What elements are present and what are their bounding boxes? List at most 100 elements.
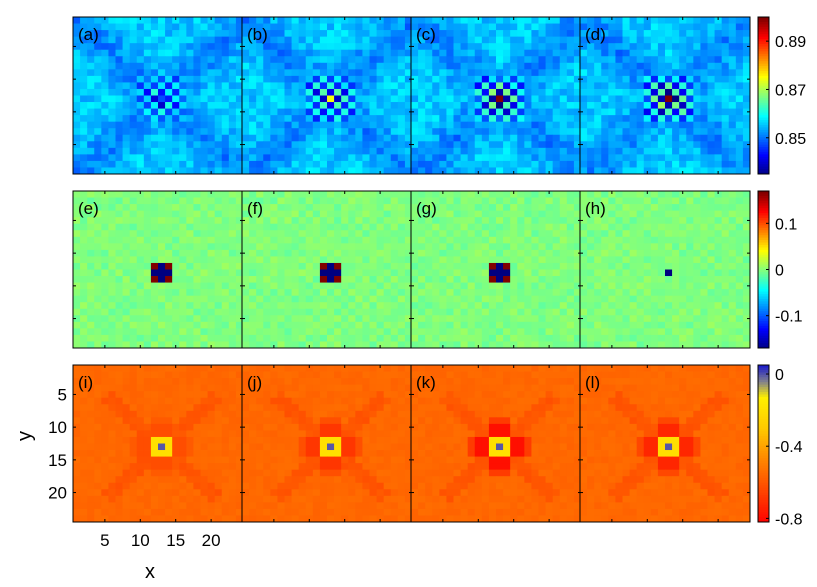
heatmap-cell: [362, 328, 370, 336]
heatmap-cell: [87, 404, 95, 412]
heatmap-cell: [136, 30, 145, 38]
heatmap-cell: [524, 243, 532, 251]
heatmap-cell: [601, 115, 609, 123]
panel-label: (b): [247, 25, 268, 44]
heatmap-cell: [334, 56, 342, 64]
heatmap-cell: [327, 223, 335, 231]
heatmap-cell: [284, 223, 292, 231]
heatmap-cell: [488, 36, 497, 44]
heatmap-cell: [214, 154, 223, 162]
heatmap-cell: [122, 423, 131, 431]
heatmap-cell: [193, 30, 201, 38]
heatmap-cell: [474, 341, 483, 349]
heatmap-cell: [693, 160, 701, 168]
heatmap-cell: [439, 49, 447, 57]
heatmap-cell: [298, 191, 307, 198]
heatmap-cell: [312, 302, 321, 310]
heatmap-cell: [291, 160, 300, 168]
heatmap-cell: [707, 128, 715, 136]
heatmap-cell: [115, 410, 123, 418]
heatmap-cell: [629, 154, 638, 162]
heatmap-cell: [284, 167, 292, 175]
heatmap-cell: [728, 302, 737, 310]
heatmap-cell: [101, 282, 109, 290]
heatmap-cell: [453, 141, 461, 149]
heatmap-cell: [263, 88, 271, 96]
heatmap-cell: [172, 95, 180, 103]
heatmap-cell: [200, 404, 208, 412]
heatmap-cell: [467, 69, 476, 77]
heatmap-cell: [538, 75, 546, 83]
heatmap-cell: [327, 56, 335, 64]
heatmap-cell: [165, 167, 173, 175]
heatmap-cell: [573, 108, 582, 116]
heatmap-cell: [80, 17, 88, 24]
heatmap-cell: [636, 236, 645, 244]
heatmap-cell: [531, 75, 539, 83]
heatmap-cell: [186, 88, 194, 96]
heatmap-cell: [150, 223, 159, 231]
heatmap-cell: [242, 75, 250, 83]
heatmap-cell: [186, 62, 194, 70]
heatmap-cell: [503, 69, 511, 77]
heatmap-cell: [650, 23, 659, 31]
heatmap-cell: [242, 328, 250, 336]
heatmap-cell: [376, 321, 385, 329]
heatmap-cell: [531, 289, 539, 297]
heatmap-cell: [312, 321, 321, 329]
heatmap-cell: [474, 334, 483, 342]
heatmap-panel: (f): [241, 190, 413, 349]
heatmap-cell: [150, 423, 159, 431]
heatmap-cell: [545, 115, 554, 123]
heatmap-cell: [305, 147, 314, 155]
heatmap-cell: [742, 17, 751, 24]
heatmap-cell: [136, 204, 145, 212]
heatmap-cell: [707, 282, 715, 290]
heatmap-cell: [73, 49, 81, 57]
heatmap-cell: [418, 62, 426, 70]
heatmap-cell: [728, 341, 737, 349]
heatmap-cell: [172, 397, 180, 405]
heatmap-cell: [559, 108, 568, 116]
heatmap-cell: [657, 321, 666, 329]
heatmap-cell: [263, 256, 271, 264]
heatmap-cell: [115, 308, 123, 316]
heatmap-cell: [686, 121, 694, 129]
heatmap-cell: [615, 341, 623, 349]
heatmap-cell: [545, 328, 554, 336]
heatmap-cell: [235, 154, 244, 162]
heatmap-cell: [129, 236, 138, 244]
heatmap-cell: [228, 256, 237, 264]
heatmap-cell: [488, 102, 497, 109]
heatmap-cell: [186, 269, 194, 277]
heatmap-cell: [376, 30, 385, 38]
heatmap-cell: [108, 154, 116, 162]
heatmap-cell: [179, 321, 187, 329]
heatmap-cell: [179, 236, 187, 244]
heatmap-cell: [629, 302, 638, 310]
heatmap-cell: [207, 75, 216, 83]
heatmap-cell: [615, 204, 623, 212]
heatmap-cell: [200, 134, 208, 142]
heatmap-cell: [136, 282, 145, 290]
heatmap-cell: [193, 321, 201, 329]
heatmap-cell: [150, 308, 159, 316]
heatmap-cell: [615, 95, 623, 103]
heatmap-cell: [700, 341, 708, 349]
heatmap-cell: [728, 102, 737, 109]
heatmap-cell: [143, 308, 152, 316]
heatmap-cell: [488, 88, 497, 96]
heatmap-cell: [594, 167, 602, 175]
heatmap-cell: [263, 315, 271, 323]
heatmap-cell: [531, 49, 539, 57]
heatmap-cell: [186, 69, 194, 77]
heatmap-cell: [305, 289, 314, 297]
heatmap-cell: [277, 154, 285, 162]
heatmap-cell: [186, 236, 194, 244]
heatmap-cell: [73, 56, 81, 64]
heatmap-cell: [101, 75, 109, 83]
heatmap-cell: [453, 295, 461, 303]
heatmap-cell: [439, 102, 447, 109]
heatmap-cell: [115, 128, 123, 136]
heatmap-cell: [404, 36, 413, 44]
